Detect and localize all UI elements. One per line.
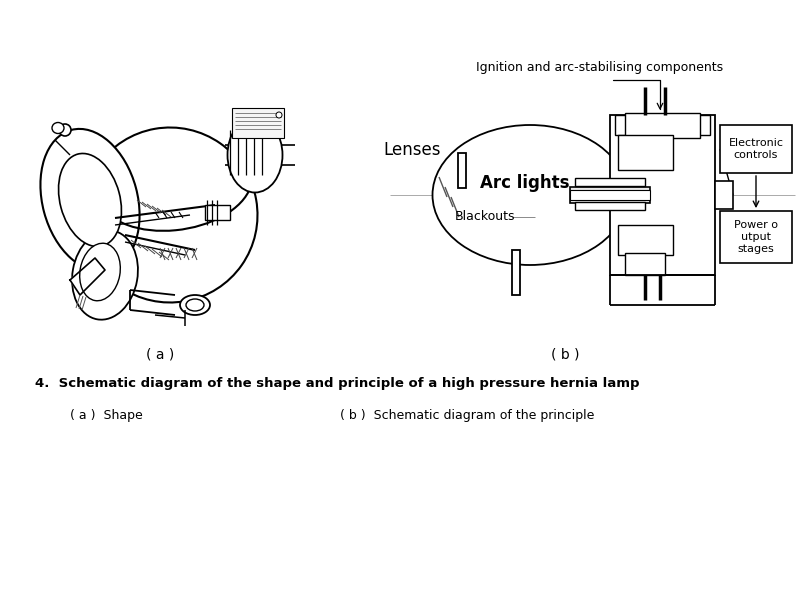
Ellipse shape — [186, 299, 204, 311]
Text: Blackouts: Blackouts — [454, 211, 515, 223]
Text: 4.  Schematic diagram of the shape and principle of a high pressure hernia lamp: 4. Schematic diagram of the shape and pr… — [35, 377, 639, 389]
Ellipse shape — [80, 243, 120, 301]
Ellipse shape — [52, 122, 64, 133]
Bar — [575, 202, 645, 210]
Bar — [232, 108, 284, 138]
Ellipse shape — [82, 127, 258, 302]
Text: Power o
utput
stages: Power o utput stages — [734, 220, 778, 254]
Bar — [512, 250, 520, 295]
Bar — [205, 205, 230, 220]
Ellipse shape — [41, 129, 139, 271]
Text: ( b )  Schematic diagram of the principle: ( b ) Schematic diagram of the principle — [340, 409, 594, 421]
Bar — [615, 115, 710, 135]
Text: Electronic
controls: Electronic controls — [729, 138, 783, 160]
Ellipse shape — [433, 125, 627, 265]
Text: Lenses: Lenses — [383, 141, 441, 159]
Bar — [610, 115, 715, 275]
Bar — [625, 113, 700, 138]
Bar — [575, 178, 645, 186]
Text: ( a ): ( a ) — [146, 348, 174, 362]
Ellipse shape — [59, 124, 71, 136]
Text: ( a )  Shape: ( a ) Shape — [70, 409, 142, 421]
Ellipse shape — [227, 118, 282, 193]
Text: Arc lights: Arc lights — [480, 174, 570, 192]
Bar — [618, 135, 673, 170]
Ellipse shape — [58, 154, 122, 247]
Ellipse shape — [72, 230, 138, 320]
Bar — [715, 181, 733, 209]
Ellipse shape — [180, 295, 210, 315]
Ellipse shape — [276, 112, 282, 118]
Text: Ignition and arc-stabilising components: Ignition and arc-stabilising components — [477, 61, 723, 74]
Text: ( b ): ( b ) — [550, 348, 579, 362]
Bar — [618, 225, 673, 255]
Bar — [625, 253, 665, 275]
Bar — [720, 125, 792, 173]
Bar — [458, 153, 466, 188]
Bar — [570, 187, 650, 203]
Bar — [570, 190, 650, 200]
Polygon shape — [70, 258, 105, 295]
Bar — [720, 211, 792, 263]
